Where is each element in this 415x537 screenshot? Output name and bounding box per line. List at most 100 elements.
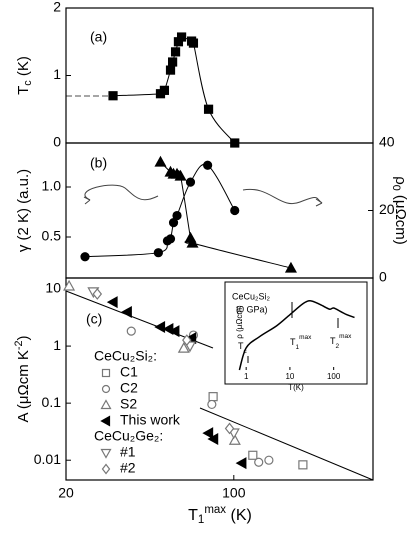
legend-marker bbox=[101, 463, 111, 475]
panel-label: (b) bbox=[90, 155, 107, 171]
panel-frame bbox=[65, 7, 374, 144]
marker bbox=[207, 399, 217, 410]
label-text: T bbox=[188, 507, 198, 524]
y2-tick-label: 40 bbox=[379, 134, 395, 150]
fit-line bbox=[199, 407, 374, 481]
marker bbox=[186, 236, 199, 248]
label-text: γ (2 K) (a.u.) bbox=[15, 169, 32, 252]
marker bbox=[108, 91, 118, 101]
marker bbox=[92, 287, 103, 300]
legend-group: CeCu₂Ge₂: bbox=[94, 428, 163, 444]
marker bbox=[126, 326, 136, 336]
x-tick-label: 1 bbox=[244, 372, 249, 381]
label-text: T(K) bbox=[288, 383, 304, 392]
marker bbox=[63, 279, 76, 291]
panel-label: (c) bbox=[86, 311, 102, 327]
legend-marker bbox=[100, 448, 112, 459]
x-tick-label: 10 bbox=[285, 372, 294, 381]
label-sub: 0 bbox=[390, 185, 402, 191]
marker bbox=[154, 155, 167, 167]
marker bbox=[159, 85, 170, 95]
marker bbox=[121, 306, 132, 319]
y-axis-label: A (μΩcm K-2) bbox=[13, 336, 32, 423]
marker bbox=[153, 248, 163, 258]
label-text: T bbox=[330, 336, 336, 346]
y-tick-label: 0 bbox=[53, 134, 61, 150]
marker bbox=[264, 455, 274, 465]
marker bbox=[182, 334, 192, 347]
label-text: A (μΩcm K bbox=[15, 350, 32, 422]
label-text: ρ (μΩcm) bbox=[235, 305, 244, 339]
inset-annotation: T1 max bbox=[290, 334, 312, 351]
legend-marker bbox=[101, 384, 111, 394]
y-tick-label: 2 bbox=[53, 0, 61, 15]
x-axis-label: T(K) bbox=[288, 383, 304, 392]
arrow-head bbox=[315, 198, 323, 207]
marker bbox=[165, 234, 176, 244]
marker bbox=[168, 57, 178, 67]
x-tick-label: 100 bbox=[327, 372, 341, 381]
label-sup: max bbox=[299, 334, 312, 341]
y2-tick-label: 20 bbox=[379, 201, 395, 217]
label-text: (μΩcm) bbox=[392, 191, 409, 245]
label-sup: max bbox=[204, 504, 226, 516]
marker bbox=[174, 169, 187, 181]
label-text: (K) bbox=[226, 507, 252, 524]
inset-annotation: T2 max bbox=[330, 333, 352, 350]
marker bbox=[172, 210, 182, 221]
label-sup: -2 bbox=[13, 341, 25, 351]
arrow-head bbox=[83, 196, 91, 205]
legend-marker bbox=[101, 368, 111, 378]
marker bbox=[207, 433, 219, 446]
inset-annotation: Tc bbox=[238, 341, 248, 354]
marker bbox=[168, 218, 179, 228]
fit-curve bbox=[84, 163, 236, 258]
label-sub: 2 bbox=[336, 343, 340, 350]
marker bbox=[228, 433, 241, 445]
marker bbox=[224, 422, 235, 435]
y-axis-label: γ (2 K) (a.u.) bbox=[15, 169, 32, 252]
marker bbox=[203, 104, 214, 114]
y-tick-label: 0.01 bbox=[34, 451, 61, 467]
marker bbox=[80, 252, 90, 262]
panel-frame bbox=[65, 142, 374, 279]
inset-arrows bbox=[247, 302, 339, 363]
marker bbox=[185, 177, 196, 187]
legend-label: C2 bbox=[120, 380, 138, 396]
line bbox=[238, 300, 355, 371]
label-text: ) bbox=[15, 336, 32, 341]
inset-frame bbox=[224, 281, 368, 385]
y-tick-label: 1 bbox=[53, 337, 61, 353]
inset-title: CeCu₂Si₂ bbox=[232, 291, 271, 301]
y-axis-label: ρ (μΩcm) bbox=[235, 305, 244, 339]
x-axis-label: T1max (K) bbox=[188, 504, 252, 526]
label-text: T bbox=[238, 341, 244, 351]
marker bbox=[188, 38, 199, 48]
legend-label: #2 bbox=[120, 460, 136, 476]
marker bbox=[168, 325, 180, 338]
marker bbox=[235, 457, 247, 470]
label-text: T bbox=[290, 337, 296, 347]
y2-tick-label: 0 bbox=[379, 269, 387, 285]
panel-frame bbox=[65, 277, 374, 481]
marker bbox=[254, 457, 264, 467]
marker bbox=[165, 65, 176, 75]
marker bbox=[208, 392, 218, 402]
panel-label: (a) bbox=[90, 29, 107, 45]
wavy-arrow bbox=[84, 184, 159, 201]
marker bbox=[203, 160, 213, 170]
legend-label: S2 bbox=[120, 396, 137, 412]
marker bbox=[154, 320, 166, 334]
marker bbox=[230, 205, 240, 216]
y2-axis-label: ρ0 (μΩcm) bbox=[390, 176, 409, 245]
marker bbox=[176, 32, 187, 42]
marker bbox=[177, 341, 190, 353]
legend-label: C1 bbox=[120, 364, 138, 380]
label-sub: 1 bbox=[296, 344, 300, 351]
y-tick-label: 0.5 bbox=[42, 228, 62, 244]
label-sup: max bbox=[339, 333, 352, 340]
marker bbox=[202, 427, 214, 440]
legend-label: This work bbox=[120, 412, 181, 428]
label-text: ρ bbox=[392, 176, 409, 185]
